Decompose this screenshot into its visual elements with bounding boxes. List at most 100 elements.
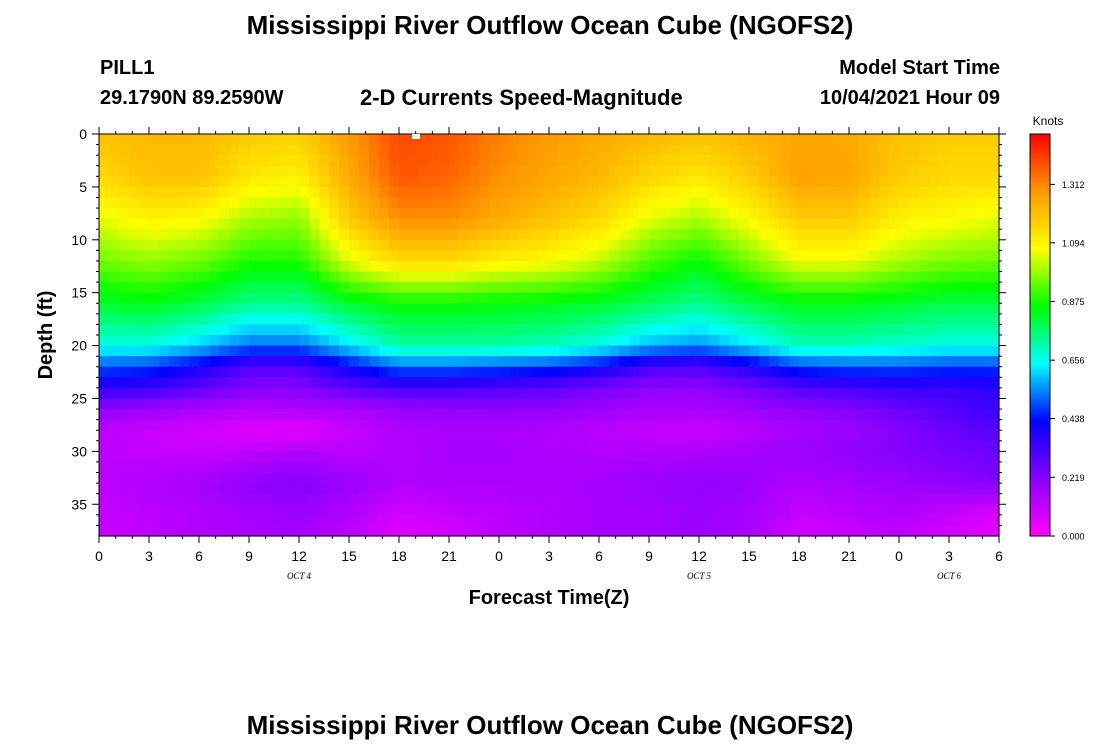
heatmap-cell — [779, 239, 790, 251]
heatmap-cell — [639, 514, 650, 527]
heatmap-cell — [309, 483, 320, 495]
heatmap-cell — [829, 313, 840, 326]
heatmap-cell — [779, 271, 790, 283]
heatmap-cell — [309, 260, 320, 273]
heatmap-cell — [919, 313, 930, 326]
heatmap-cell — [119, 197, 130, 209]
heatmap-cell — [699, 356, 710, 368]
heatmap-cell — [289, 250, 300, 262]
heatmap-cell — [749, 504, 760, 516]
heatmap-cell — [429, 483, 440, 495]
heatmap-cell — [459, 155, 470, 167]
heatmap-cell — [609, 409, 620, 421]
heatmap-cell — [439, 345, 450, 357]
heatmap-cell — [849, 324, 860, 336]
heatmap-cell — [449, 335, 460, 347]
heatmap-cell — [319, 514, 330, 527]
heatmap-cell — [779, 176, 790, 188]
heatmap-cell — [269, 345, 280, 357]
heatmap-cell — [159, 165, 170, 177]
heatmap-cell — [219, 324, 230, 336]
x-tick-label: 0 — [95, 548, 103, 564]
heatmap-cell — [549, 356, 560, 368]
heatmap-cell — [229, 398, 240, 410]
heatmap-cell — [239, 208, 250, 220]
heatmap-cell — [189, 155, 200, 167]
heatmap-cell — [739, 303, 750, 315]
heatmap-cell — [229, 345, 240, 357]
heatmap-cell — [209, 483, 220, 495]
heatmap-cell — [249, 165, 260, 177]
heatmap-cell — [919, 483, 930, 495]
heatmap-cell — [549, 440, 560, 452]
heatmap-cell — [689, 504, 700, 516]
heatmap-cell — [909, 461, 920, 474]
heatmap-cell — [749, 155, 760, 167]
heatmap-cell — [219, 176, 230, 188]
heatmap-cell — [719, 345, 730, 357]
heatmap-cell — [479, 260, 490, 273]
heatmap-cell — [649, 419, 660, 431]
heatmap-cell — [889, 144, 900, 156]
heatmap-cell — [329, 208, 340, 220]
heatmap-cell — [159, 398, 170, 410]
heatmap-cell — [169, 419, 180, 431]
heatmap-cell — [859, 155, 870, 167]
heatmap-cell — [719, 387, 730, 400]
heatmap-cell — [879, 186, 890, 199]
heatmap-cell — [699, 208, 710, 220]
heatmap-cell — [159, 377, 170, 389]
heatmap-cell — [259, 239, 270, 251]
heatmap-cell — [319, 356, 330, 368]
heatmap-cell — [989, 176, 1000, 188]
heatmap-cell — [229, 176, 240, 188]
heatmap-cell — [919, 461, 930, 474]
heatmap-cell — [459, 250, 470, 262]
heatmap-cell — [759, 493, 770, 505]
heatmap-cell — [899, 398, 910, 410]
heatmap-cell — [509, 271, 520, 283]
heatmap-cell — [389, 208, 400, 220]
heatmap-cell — [279, 208, 290, 220]
heatmap-cell — [319, 282, 330, 294]
heatmap-cell — [139, 186, 150, 199]
heatmap-cell — [379, 186, 390, 199]
heatmap-cell — [859, 165, 870, 177]
heatmap-cell — [739, 271, 750, 283]
heatmap-cell — [859, 239, 870, 251]
heatmap-cell — [979, 483, 990, 495]
heatmap-cell — [679, 260, 690, 273]
heatmap-cell — [679, 483, 690, 495]
heatmap-cell — [489, 366, 500, 378]
heatmap-cell — [219, 525, 230, 537]
heatmap-cell — [779, 398, 790, 410]
heatmap-cell — [639, 165, 650, 177]
heatmap-cell — [379, 366, 390, 378]
heatmap-cell — [439, 366, 450, 378]
heatmap-cell — [729, 218, 740, 230]
heatmap-cell — [569, 313, 580, 326]
heatmap-cell — [219, 461, 230, 474]
heatmap-cell — [519, 155, 530, 167]
heatmap-cell — [479, 186, 490, 199]
heatmap-cell — [719, 197, 730, 209]
heatmap-cell — [549, 398, 560, 410]
heatmap-cell — [469, 451, 480, 463]
heatmap-cell — [859, 387, 870, 400]
heatmap-cell — [689, 377, 700, 389]
heatmap-cell — [609, 303, 620, 315]
heatmap-cell — [809, 493, 820, 505]
heatmap-cell — [429, 514, 440, 527]
heatmap-cell — [419, 292, 430, 304]
heatmap-cell — [879, 440, 890, 452]
heatmap-cell — [449, 260, 460, 273]
heatmap-cell — [399, 186, 410, 199]
heatmap-cell — [569, 218, 580, 230]
heatmap-cell — [469, 409, 480, 421]
heatmap-cell — [379, 155, 390, 167]
heatmap-cell — [719, 292, 730, 304]
heatmap-cell — [309, 313, 320, 326]
heatmap-cell — [139, 144, 150, 156]
heatmap-cell — [839, 514, 850, 527]
heatmap-cell — [409, 218, 420, 230]
